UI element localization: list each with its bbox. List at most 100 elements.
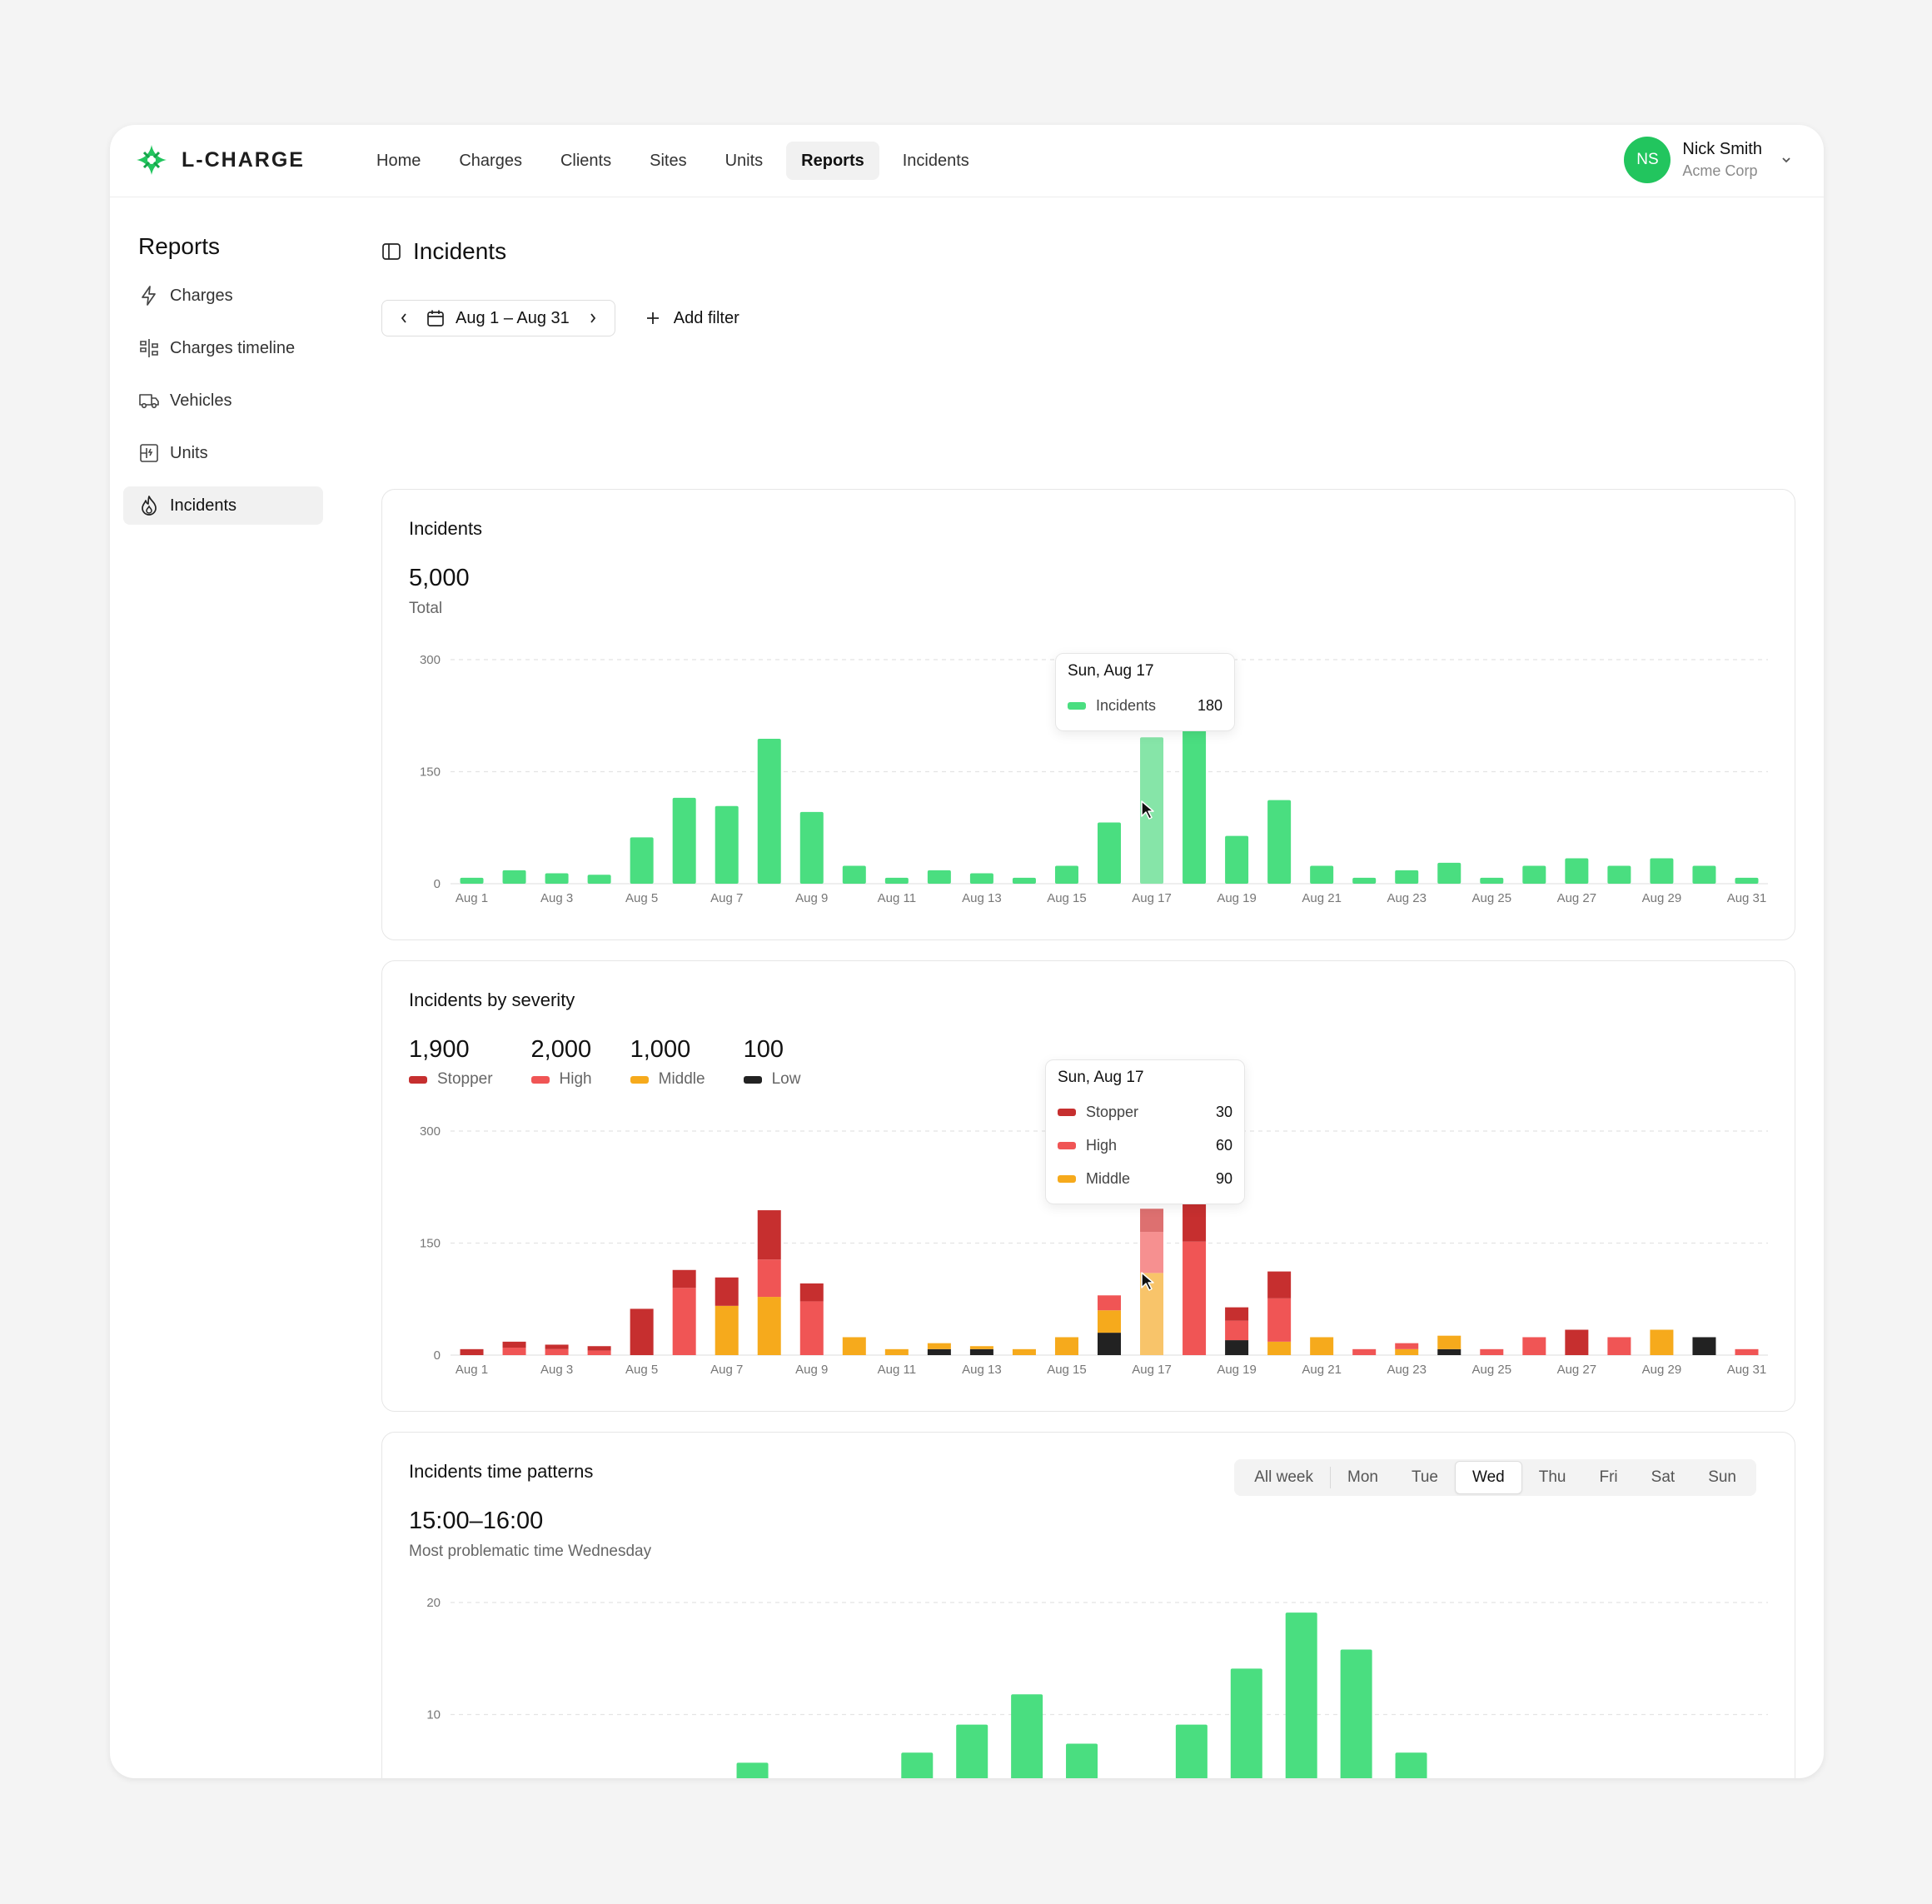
bar-segment-middle[interactable] xyxy=(1650,1329,1674,1355)
bar-segment-middle[interactable] xyxy=(715,1305,739,1355)
bar-segment-high[interactable] xyxy=(502,1348,526,1355)
bar-segment-low[interactable] xyxy=(969,1348,993,1355)
bar-aug-29[interactable] xyxy=(1650,858,1674,884)
bar-segment-high[interactable] xyxy=(587,1350,611,1355)
bar-segment-low[interactable] xyxy=(1692,1337,1716,1355)
bar-hour-0500[interactable] xyxy=(736,1762,769,1778)
bar-aug-30[interactable] xyxy=(1692,865,1716,884)
bar-hour-1100[interactable] xyxy=(1066,1743,1098,1778)
bar-segment-stopper[interactable] xyxy=(1225,1307,1249,1321)
bar-segment-high[interactable] xyxy=(1522,1337,1546,1355)
bar-hour-0800[interactable] xyxy=(901,1752,934,1778)
bar-aug-16[interactable] xyxy=(1098,822,1121,884)
bar-segment-middle[interactable] xyxy=(1437,1335,1461,1349)
chevron-down-icon[interactable] xyxy=(1780,156,1792,164)
bar-aug-20[interactable] xyxy=(1267,800,1292,884)
bar-aug-24[interactable] xyxy=(1437,862,1461,884)
bar-hour-1700[interactable] xyxy=(1395,1752,1427,1778)
bar-segment-stopper[interactable] xyxy=(715,1277,739,1306)
tab-all-week[interactable]: All week xyxy=(1254,1468,1313,1486)
bar-segment-stopper[interactable] xyxy=(545,1344,569,1349)
bar-segment-high[interactable] xyxy=(799,1301,824,1355)
tab-sat[interactable]: Sat xyxy=(1651,1468,1676,1486)
bar-segment-low[interactable] xyxy=(927,1348,951,1355)
nav-sites[interactable]: Sites xyxy=(650,152,687,170)
bar-segment-high[interactable] xyxy=(757,1259,781,1298)
bar-aug-31[interactable] xyxy=(1735,877,1759,884)
bar-aug-11[interactable] xyxy=(884,877,909,884)
next-period-button[interactable] xyxy=(585,312,601,324)
bar-aug-13[interactable] xyxy=(969,873,993,884)
nav-incidents[interactable]: Incidents xyxy=(902,152,969,170)
bar-aug-15[interactable] xyxy=(1054,865,1078,884)
bar-aug-23[interactable] xyxy=(1395,870,1419,884)
bar-aug-2[interactable] xyxy=(502,870,526,884)
bar-segment-stopper[interactable] xyxy=(1140,1209,1164,1233)
bar-segment-middle[interactable] xyxy=(1098,1310,1121,1333)
tab-mon[interactable]: Mon xyxy=(1347,1468,1378,1486)
bar-segment-stopper[interactable] xyxy=(1565,1329,1589,1355)
bar-aug-19[interactable] xyxy=(1225,835,1249,884)
bar-segment-middle[interactable] xyxy=(1395,1348,1419,1355)
bar-segment-high[interactable] xyxy=(1607,1337,1631,1355)
bar-aug-26[interactable] xyxy=(1522,865,1546,884)
bar-segment-high[interactable] xyxy=(1183,1241,1207,1355)
tab-tue[interactable]: Tue xyxy=(1411,1468,1439,1486)
bar-segment-middle[interactable] xyxy=(1012,1348,1036,1355)
bar-segment-high[interactable] xyxy=(1352,1348,1377,1355)
bar-aug-9[interactable] xyxy=(799,811,824,884)
date-range-picker[interactable]: Aug 1 – Aug 31 xyxy=(381,300,615,336)
nav-reports[interactable]: Reports xyxy=(786,142,879,180)
bar-segment-stopper[interactable] xyxy=(460,1348,484,1355)
tab-thu[interactable]: Thu xyxy=(1538,1468,1566,1486)
bar-segment-stopper[interactable] xyxy=(757,1210,781,1260)
tab-sun[interactable]: Sun xyxy=(1708,1468,1736,1486)
bar-aug-27[interactable] xyxy=(1565,858,1589,884)
bar-segment-stopper[interactable] xyxy=(502,1341,526,1348)
nav-home[interactable]: Home xyxy=(376,152,421,170)
bar-aug-1[interactable] xyxy=(460,877,484,884)
bar-segment-middle[interactable] xyxy=(1140,1273,1164,1355)
sidebar-item-vehicles[interactable]: Vehicles xyxy=(123,381,323,420)
bar-aug-25[interactable] xyxy=(1480,877,1504,884)
bar-segment-stopper[interactable] xyxy=(630,1308,654,1355)
bar-hour-0900[interactable] xyxy=(956,1724,988,1778)
bar-aug-21[interactable] xyxy=(1310,865,1334,884)
bar-aug-14[interactable] xyxy=(1012,877,1036,884)
bar-segment-middle[interactable] xyxy=(1267,1341,1292,1355)
bar-segment-middle[interactable] xyxy=(757,1297,781,1355)
bar-hour-1000[interactable] xyxy=(1011,1694,1043,1778)
sidebar-item-charges-timeline[interactable]: Charges timeline xyxy=(123,329,323,367)
nav-units[interactable]: Units xyxy=(724,152,764,170)
bar-segment-low[interactable] xyxy=(1225,1340,1249,1355)
bar-aug-8[interactable] xyxy=(757,739,781,884)
bar-aug-3[interactable] xyxy=(545,873,569,884)
bar-segment-high[interactable] xyxy=(1140,1232,1164,1273)
bar-hour-1300[interactable] xyxy=(1175,1724,1208,1778)
sidebar-item-charges[interactable]: Charges xyxy=(123,277,323,315)
bar-aug-7[interactable] xyxy=(715,805,739,884)
bar-segment-low[interactable] xyxy=(1437,1348,1461,1355)
tab-fri[interactable]: Fri xyxy=(1599,1468,1618,1486)
bar-segment-middle[interactable] xyxy=(842,1337,866,1355)
bar-aug-22[interactable] xyxy=(1352,877,1377,884)
bar-segment-low[interactable] xyxy=(1098,1333,1121,1355)
bar-segment-high[interactable] xyxy=(1395,1343,1419,1349)
bar-hour-1400[interactable] xyxy=(1230,1668,1262,1778)
bar-segment-high[interactable] xyxy=(1098,1295,1121,1311)
bar-segment-high[interactable] xyxy=(1735,1348,1759,1355)
bar-segment-stopper[interactable] xyxy=(672,1269,696,1288)
user-menu[interactable]: NS Nick Smith Acme Corp xyxy=(1624,137,1792,183)
bar-segment-middle[interactable] xyxy=(1054,1337,1078,1355)
bar-aug-5[interactable] xyxy=(630,837,654,884)
bar-segment-high[interactable] xyxy=(672,1288,696,1355)
bar-aug-4[interactable] xyxy=(587,875,611,884)
bar-aug-28[interactable] xyxy=(1607,865,1631,884)
bar-segment-high[interactable] xyxy=(1480,1348,1504,1355)
sidebar-item-units[interactable]: Units xyxy=(123,434,323,472)
bar-segment-high[interactable] xyxy=(1267,1298,1292,1342)
bar-segment-middle[interactable] xyxy=(969,1346,993,1349)
sidebar-toggle-icon[interactable] xyxy=(381,242,401,262)
bar-segment-high[interactable] xyxy=(545,1348,569,1355)
bar-segment-high[interactable] xyxy=(1225,1320,1249,1341)
